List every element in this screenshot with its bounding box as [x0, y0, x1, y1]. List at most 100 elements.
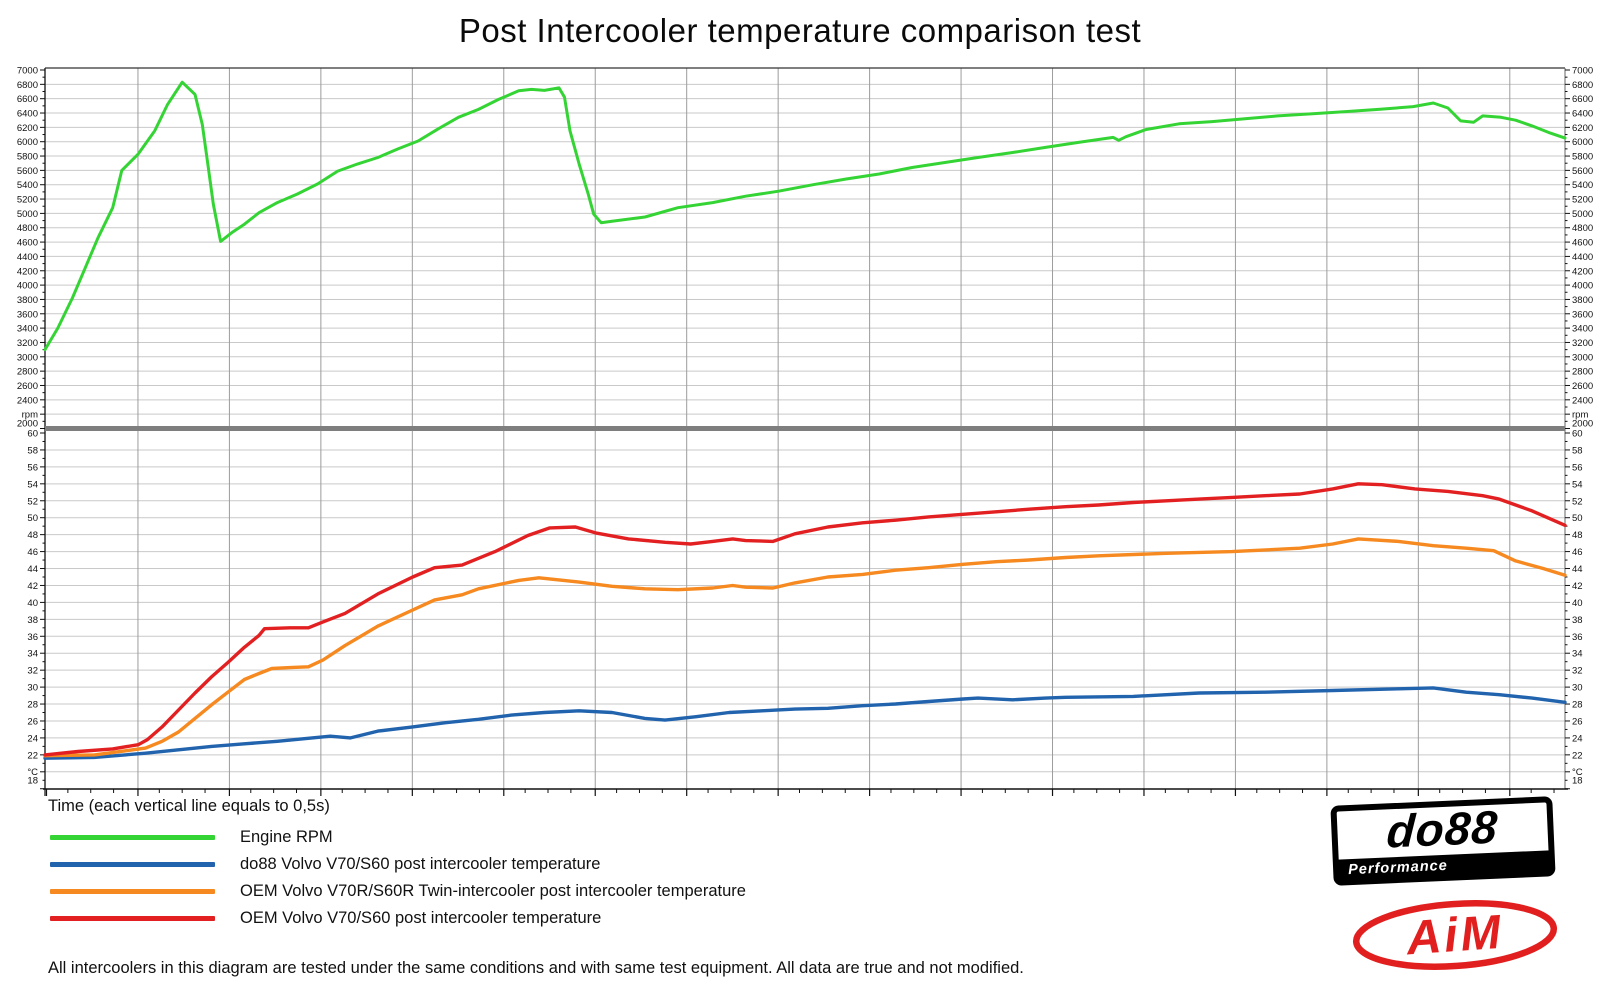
svg-text:2800: 2800 — [1572, 367, 1593, 378]
svg-text:56: 56 — [1572, 462, 1583, 473]
svg-text:3600: 3600 — [17, 309, 38, 320]
svg-text:6000: 6000 — [1572, 137, 1593, 148]
legend-item-engine-rpm: Engine RPM — [50, 824, 746, 851]
footer-note: All intercoolers in this diagram are tes… — [48, 959, 1024, 977]
do88-logo-subtext: Performance — [1347, 857, 1449, 879]
series-temp-line — [43, 537, 1567, 758]
svg-text:4600: 4600 — [1572, 238, 1593, 249]
svg-text:4000: 4000 — [17, 281, 38, 292]
svg-text:6200: 6200 — [1572, 123, 1593, 134]
svg-text:5200: 5200 — [1572, 195, 1593, 206]
legend-swatch-red — [50, 916, 215, 921]
svg-text:3600: 3600 — [1572, 309, 1593, 320]
svg-text:42: 42 — [27, 581, 38, 592]
svg-text:44: 44 — [27, 564, 38, 575]
svg-text:2000: 2000 — [17, 419, 38, 430]
svg-text:4400: 4400 — [1572, 252, 1593, 263]
svg-text:32: 32 — [27, 666, 38, 677]
svg-text:4600: 4600 — [17, 238, 38, 249]
svg-text:6800: 6800 — [1572, 80, 1593, 91]
svg-text:2400: 2400 — [1572, 395, 1593, 406]
legend-item-do88: do88 Volvo V70/S60 post intercooler temp… — [50, 851, 746, 878]
svg-text:52: 52 — [27, 496, 38, 507]
legend-item-oem: OEM Volvo V70/S60 post intercooler tempe… — [50, 905, 746, 932]
svg-text:3800: 3800 — [1572, 295, 1593, 306]
svg-text:5200: 5200 — [17, 195, 38, 206]
svg-text:5800: 5800 — [1572, 152, 1593, 163]
svg-text:52: 52 — [1572, 496, 1583, 507]
svg-text:3200: 3200 — [1572, 338, 1593, 349]
svg-text:22: 22 — [27, 750, 38, 761]
svg-text:36: 36 — [27, 632, 38, 643]
svg-text:3200: 3200 — [17, 338, 38, 349]
svg-text:2000: 2000 — [1572, 419, 1593, 430]
svg-text:34: 34 — [1572, 649, 1583, 660]
svg-text:°C: °C — [27, 767, 38, 778]
svg-text:26: 26 — [1572, 716, 1583, 727]
page-title: Post Intercooler temperature comparison … — [458, 12, 1142, 49]
svg-text:30: 30 — [1572, 683, 1583, 694]
svg-text:24: 24 — [1572, 733, 1583, 744]
svg-text:4800: 4800 — [17, 223, 38, 234]
aim-logo: AiM — [1352, 900, 1558, 970]
svg-text:18: 18 — [1572, 776, 1583, 787]
svg-text:50: 50 — [1572, 513, 1583, 524]
svg-text:2600: 2600 — [1572, 381, 1593, 392]
svg-text:44: 44 — [1572, 564, 1583, 575]
svg-text:34: 34 — [27, 649, 38, 660]
svg-text:7000: 7000 — [17, 66, 38, 77]
svg-text:38: 38 — [27, 615, 38, 626]
svg-text:26: 26 — [27, 716, 38, 727]
svg-text:60: 60 — [27, 429, 38, 440]
svg-text:48: 48 — [1572, 530, 1583, 541]
do88-logo-text: do88 — [1385, 800, 1500, 858]
svg-text:54: 54 — [27, 479, 38, 490]
svg-text:5000: 5000 — [17, 209, 38, 220]
svg-text:48: 48 — [27, 530, 38, 541]
svg-text:3800: 3800 — [17, 295, 38, 306]
svg-text:42: 42 — [1572, 581, 1583, 592]
svg-text:54: 54 — [1572, 479, 1583, 490]
svg-text:3400: 3400 — [17, 324, 38, 335]
legend-label: OEM Volvo V70R/S60R Twin-intercooler pos… — [240, 882, 746, 900]
svg-text:rpm: rpm — [22, 410, 38, 421]
legend: Engine RPM do88 Volvo V70/S60 post inter… — [50, 824, 746, 932]
svg-text:5800: 5800 — [17, 152, 38, 163]
svg-text:30: 30 — [27, 683, 38, 694]
svg-text:3000: 3000 — [17, 352, 38, 363]
svg-text:7000: 7000 — [1572, 66, 1593, 77]
svg-text:6800: 6800 — [17, 80, 38, 91]
legend-swatch-blue — [50, 862, 215, 867]
svg-text:2800: 2800 — [17, 367, 38, 378]
x-axis-note: Time (each vertical line equals to 0,5s) — [48, 797, 330, 815]
svg-text:4200: 4200 — [1572, 266, 1593, 277]
do88-logo-bar: Performance — [1337, 850, 1551, 882]
svg-text:46: 46 — [27, 547, 38, 558]
svg-text:2600: 2600 — [17, 381, 38, 392]
legend-swatch-orange — [50, 889, 215, 894]
svg-text:3000: 3000 — [1572, 352, 1593, 363]
svg-text:4000: 4000 — [1572, 281, 1593, 292]
svg-text:5000: 5000 — [1572, 209, 1593, 220]
svg-text:rpm: rpm — [1572, 410, 1588, 421]
svg-text:24: 24 — [27, 733, 38, 744]
legend-label: do88 Volvo V70/S60 post intercooler temp… — [240, 855, 601, 873]
svg-text:38: 38 — [1572, 615, 1583, 626]
svg-text:3400: 3400 — [1572, 324, 1593, 335]
svg-text:28: 28 — [27, 700, 38, 711]
svg-text:6000: 6000 — [17, 137, 38, 148]
svg-text:56: 56 — [27, 462, 38, 473]
svg-text:60: 60 — [1572, 429, 1583, 440]
svg-text:28: 28 — [1572, 700, 1583, 711]
svg-text:2400: 2400 — [17, 395, 38, 406]
aim-logo-text: AiM — [1404, 906, 1505, 966]
svg-text:40: 40 — [27, 598, 38, 609]
svg-text:32: 32 — [1572, 666, 1583, 677]
svg-text:46: 46 — [1572, 547, 1583, 558]
svg-text:5600: 5600 — [1572, 166, 1593, 177]
legend-swatch-green — [50, 835, 215, 840]
svg-text:22: 22 — [1572, 750, 1583, 761]
svg-text:6600: 6600 — [1572, 94, 1593, 105]
legend-label: OEM Volvo V70/S60 post intercooler tempe… — [240, 909, 602, 927]
